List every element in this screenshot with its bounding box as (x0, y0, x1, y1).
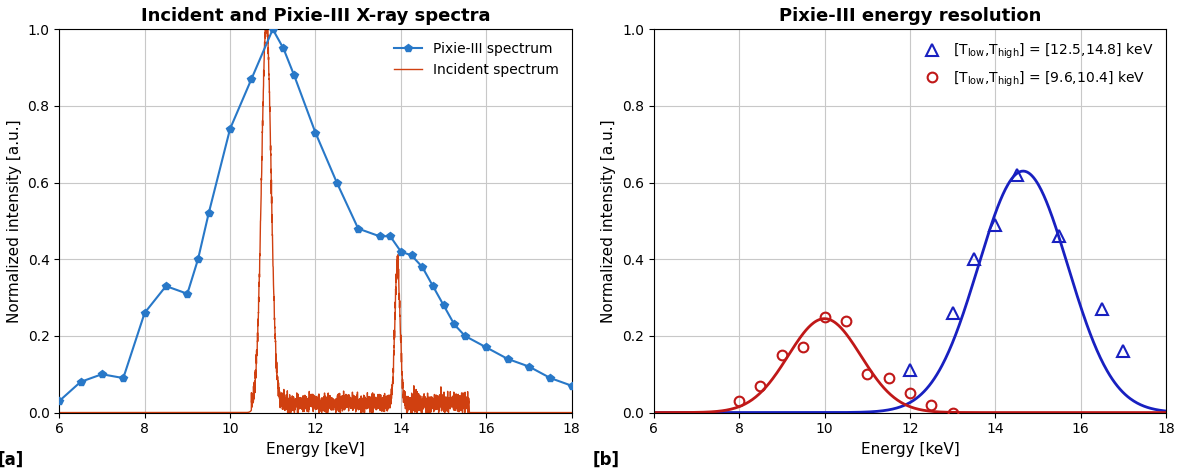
Pixie-III spectrum (522, 364, 537, 369)
Pixie-III spectrum (351, 226, 365, 231)
Incident spectrum (385, 379, 400, 384)
Incident spectrum (435, 405, 449, 410)
Pixie-III spectrum (500, 356, 514, 362)
Pixie-III spectrum (52, 398, 66, 404)
Pixie-III spectrum (73, 379, 87, 385)
Line: Incident spectrum: Incident spectrum (59, 19, 572, 412)
Pixie-III spectrum (266, 27, 280, 32)
Pixie-III spectrum (426, 283, 440, 289)
Pixie-III spectrum (404, 253, 418, 258)
Pixie-III spectrum (394, 249, 408, 255)
Pixie-III spectrum (202, 210, 216, 216)
Incident spectrum (359, 404, 374, 410)
Title: Incident and Pixie-III X-ray spectra: Incident and Pixie-III X-ray spectra (141, 7, 491, 25)
Pixie-III spectrum (191, 256, 206, 262)
Legend: Pixie-III spectrum, Incident spectrum: Pixie-III spectrum, Incident spectrum (389, 36, 565, 82)
Pixie-III spectrum (116, 375, 130, 381)
Pixie-III spectrum (415, 264, 429, 270)
Pixie-III spectrum (277, 46, 291, 51)
Incident spectrum (474, 410, 488, 415)
Pixie-III spectrum (544, 375, 558, 381)
Pixie-III spectrum (180, 291, 194, 297)
Incident spectrum (145, 410, 160, 415)
Y-axis label: Normalized intensity [a.u.]: Normalized intensity [a.u.] (7, 119, 22, 323)
Pixie-III spectrum (223, 126, 238, 132)
Pixie-III spectrum (436, 302, 450, 308)
Incident spectrum (248, 382, 262, 388)
Line: Pixie-III spectrum: Pixie-III spectrum (56, 25, 576, 405)
Pixie-III spectrum (287, 73, 301, 78)
Incident spectrum (52, 410, 66, 415)
Y-axis label: Normalized intensity [a.u.]: Normalized intensity [a.u.] (602, 119, 617, 323)
Incident spectrum (259, 17, 273, 22)
Incident spectrum (565, 410, 579, 415)
Title: Pixie-III energy resolution: Pixie-III energy resolution (779, 7, 1041, 25)
Text: [a]: [a] (0, 451, 24, 469)
X-axis label: Energy [keV]: Energy [keV] (266, 442, 365, 457)
Pixie-III spectrum (372, 233, 387, 239)
Legend: [T$_\mathrm{low}$,T$_\mathrm{high}$] = [12.5,14.8] keV, [T$_\mathrm{low}$,T$_\ma: [T$_\mathrm{low}$,T$_\mathrm{high}$] = [… (913, 36, 1160, 94)
Pixie-III spectrum (383, 233, 397, 239)
Text: [b]: [b] (592, 451, 619, 469)
Pixie-III spectrum (95, 372, 109, 377)
Pixie-III spectrum (447, 321, 461, 327)
Pixie-III spectrum (457, 333, 472, 339)
Pixie-III spectrum (245, 76, 259, 82)
X-axis label: Energy [keV]: Energy [keV] (860, 442, 960, 457)
Pixie-III spectrum (309, 130, 323, 136)
Pixie-III spectrum (158, 283, 173, 289)
Pixie-III spectrum (330, 180, 344, 185)
Pixie-III spectrum (137, 310, 151, 316)
Pixie-III spectrum (479, 345, 493, 350)
Pixie-III spectrum (565, 383, 579, 389)
